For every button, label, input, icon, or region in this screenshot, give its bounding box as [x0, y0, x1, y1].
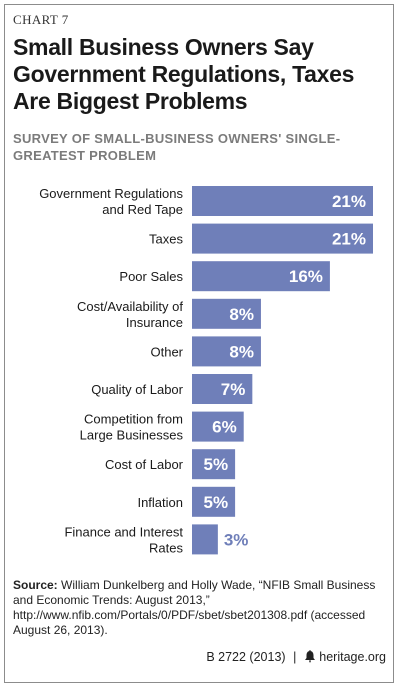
bar-6: [192, 411, 244, 442]
bar-value-label-8: 5%: [204, 493, 229, 512]
category-label-8: Inflation: [137, 495, 183, 510]
category-label-5: Quality of Labor: [91, 382, 183, 397]
bar-value-label-4: 8%: [229, 342, 254, 361]
category-label-6: Competition from Large Businesses: [80, 412, 184, 443]
source-label: Source:: [13, 578, 58, 592]
category-label-9: Finance and Interest Rates: [64, 524, 183, 555]
bar-value-label-1: 21%: [332, 230, 366, 249]
category-label-4: Other: [150, 344, 183, 359]
chart-title: Small Business Owners Say Government Reg…: [13, 34, 355, 114]
report-code: B 2722 (2013): [206, 650, 286, 664]
bar-3: [192, 298, 261, 329]
bar-value-label-5: 7%: [221, 380, 246, 399]
chart-frame: [4, 4, 394, 683]
footer-separator: |: [293, 650, 297, 664]
category-label-1: Taxes: [149, 232, 183, 247]
bar-value-label-2: 16%: [289, 267, 323, 286]
bar-5: [192, 374, 253, 404]
bar-value-label-9: 3%: [224, 530, 249, 549]
bar-7: [192, 449, 236, 480]
bar-4: [192, 336, 261, 367]
category-label-0: Government Regulations and Red Tape: [39, 186, 183, 217]
liberty-bell-icon: [304, 650, 315, 663]
bar-value-label-7: 5%: [204, 455, 229, 474]
category-label-3: Cost/Availability of Insurance: [77, 299, 183, 330]
site-name: heritage.org: [319, 650, 386, 664]
source-text: William Dunkelberg and Holly Wade, “NFIB…: [13, 578, 376, 637]
footer: B 2722 (2013) | heritage.org: [206, 650, 386, 664]
bar-0: [192, 186, 373, 216]
bar-9: [192, 524, 218, 555]
chart-number: CHART 7: [13, 12, 69, 27]
chart-subtitle: SURVEY OF SMALL-BUSINESS OWNERS' SINGLE-…: [13, 131, 341, 163]
bar-8: [192, 486, 236, 517]
category-label-7: Cost of Labor: [105, 457, 184, 472]
bar-value-label-0: 21%: [332, 192, 366, 211]
bar-1: [192, 223, 373, 254]
bar-value-label-6: 6%: [212, 418, 237, 437]
category-label-2: Poor Sales: [119, 269, 183, 284]
source-note: Source: William Dunkelberg and Holly Wad…: [13, 578, 383, 638]
bar-value-label-3: 8%: [229, 305, 254, 324]
bar-2: [192, 261, 330, 292]
